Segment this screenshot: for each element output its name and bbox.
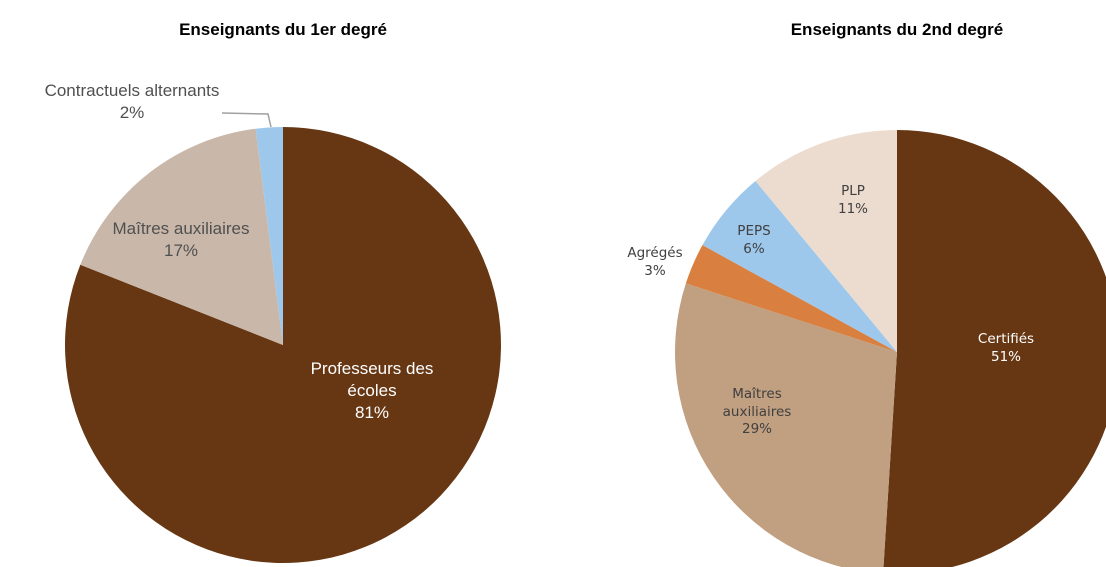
pie-slice — [64, 127, 501, 563]
chart-title: Enseignants du 1er degré — [179, 20, 387, 39]
value-label: 81% — [354, 403, 390, 423]
slice-label: Maîtres auxiliaires 17% — [81, 218, 281, 262]
slice-label: Maîtres auxiliaires 29% — [707, 386, 807, 439]
slice-label: Professeurs des écoles 81% — [287, 358, 457, 424]
leader-line — [221, 112, 272, 128]
pie-slice — [755, 130, 897, 352]
value-label: 6% — [743, 240, 765, 257]
value-label: 51% — [990, 348, 1021, 365]
slice-label: PLP 11% — [823, 183, 883, 218]
value-label: 3% — [644, 262, 666, 279]
slice-label: Certifiés 51% — [956, 331, 1056, 366]
slice-label: Contractuels alternants 2% — [22, 80, 242, 124]
pie-slice — [675, 283, 897, 567]
value-label: 29% — [741, 421, 772, 438]
pie-slice — [255, 127, 283, 345]
chart-title: Enseignants du 2nd degré — [790, 20, 1004, 39]
value-label: 11% — [837, 200, 868, 217]
value-label: 2% — [119, 103, 145, 123]
value-label: 17% — [163, 241, 199, 261]
pie-slice — [685, 245, 897, 352]
pie-slice — [80, 128, 284, 345]
pie-slice — [883, 130, 1106, 567]
pie-slice — [702, 180, 897, 352]
slice-label: PEPS 6% — [724, 223, 784, 258]
slice-label: Agrégés 3% — [615, 245, 695, 280]
